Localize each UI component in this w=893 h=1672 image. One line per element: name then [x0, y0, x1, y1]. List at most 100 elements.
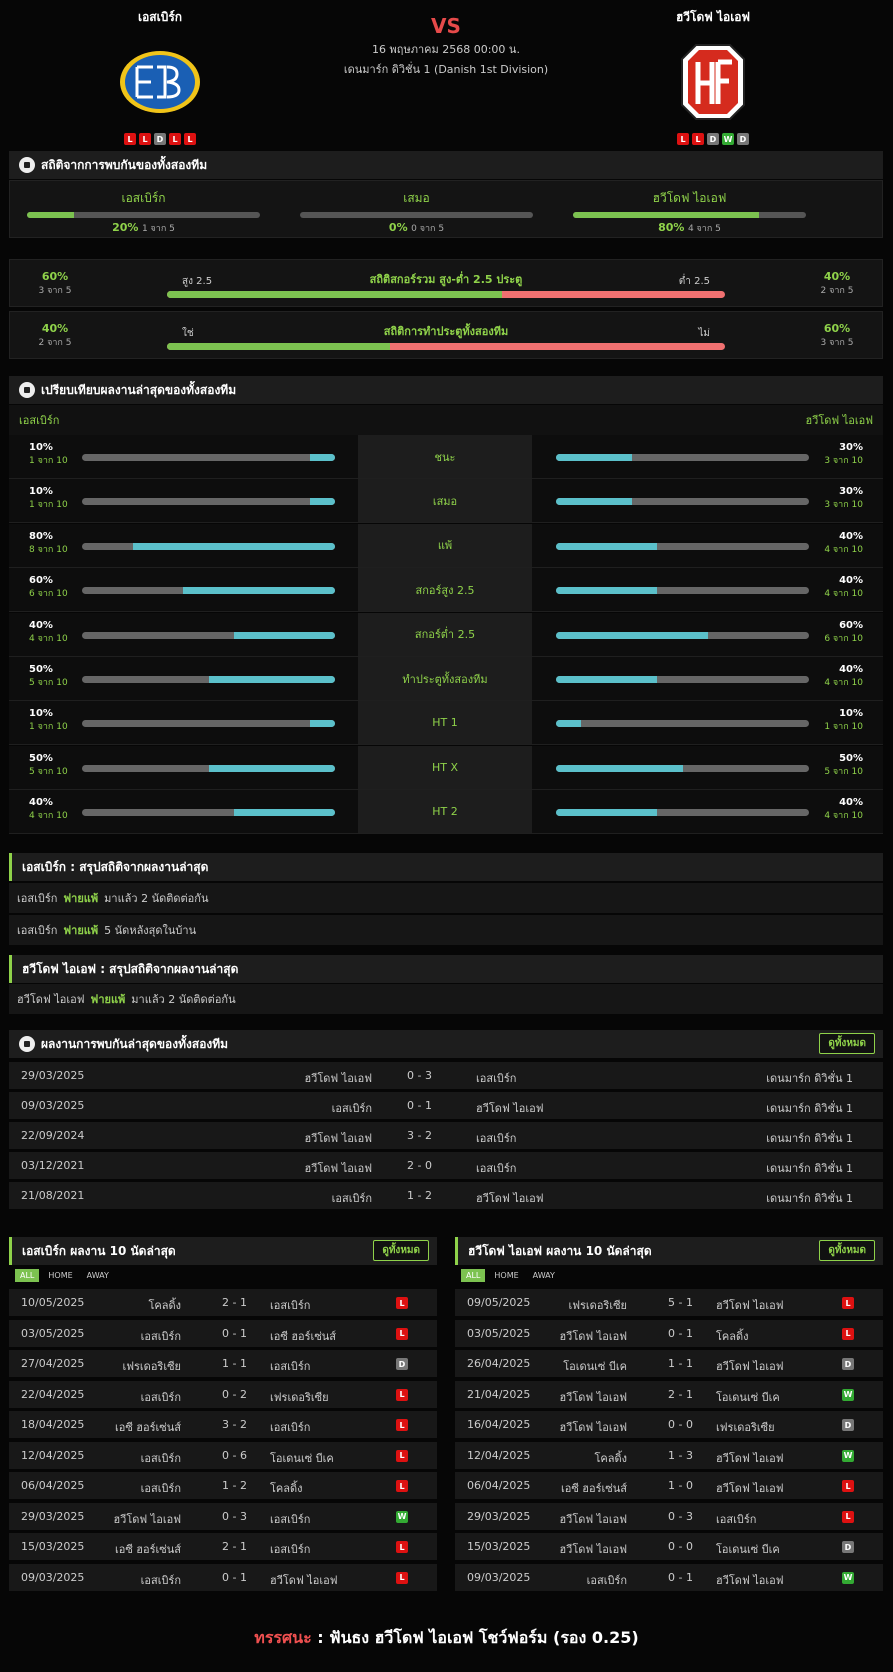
last-match-row[interactable]: 29/03/2025 ฮวีโดฟ ไอเอฟ 0 - 3 เอสเบิร์ก L	[455, 1502, 883, 1530]
h2h-draw-sub: 0 จาก 5	[411, 224, 445, 234]
match-score: 0 - 2	[222, 1387, 247, 1401]
btts-mid: ใช่ สถิติการทำประตูทั้งสองทีม ไม่	[167, 322, 725, 350]
match-away: เฟรเดอริเซีย	[270, 1390, 329, 1404]
compare-away-stat: 10% 1 จาก 10	[808, 708, 863, 733]
match-league: เดนมาร์ก ดิวิชั่น 1	[766, 1162, 853, 1175]
h2h-match-row[interactable]: 29/03/2025 ฮวีโดฟ ไอเอฟ 0 - 3 เอสเบิร์ก เดนม…	[9, 1062, 883, 1089]
compare-home-stat: 60% 6 จาก 10	[29, 575, 84, 600]
h2h-match-row[interactable]: 09/03/2025 เอสเบิร์ก 0 - 1 ฮวีโดฟ ไอเอฟ เดนม…	[9, 1092, 883, 1119]
last-match-row[interactable]: 22/04/2025 เอสเบิร์ก 0 - 2 เฟรเดอริเซีย L	[9, 1380, 437, 1408]
match-league: เดนมาร์ก ดิวิชั่น 1	[766, 1102, 853, 1115]
h2h-match-row[interactable]: 21/08/2021 เอสเบิร์ก 1 - 2 ฮวีโดฟ ไอเอฟ เดนม…	[9, 1182, 883, 1209]
compare-away-fill	[556, 498, 632, 506]
compare-away-sub: 4 จาก 10	[824, 544, 863, 555]
h2h-away-bar	[573, 212, 806, 218]
home-last10-title: เอสเบิร์ก ผลงาน 10 นัดล่าสุด ดูทั้งหมด	[9, 1237, 437, 1265]
away-view-all-button[interactable]: ดูทั้งหมด	[819, 1240, 875, 1261]
match-home: ฮวีโดฟ ไอเอฟ	[113, 1512, 181, 1526]
last-match-row[interactable]: 29/03/2025 ฮวีโดฟ ไอเอฟ 0 - 3 เอสเบิร์ก W	[9, 1502, 437, 1530]
h2h-view-all-button[interactable]: ดูทั้งหมด	[819, 1033, 875, 1054]
match-date: 21/04/2025	[467, 1387, 531, 1401]
compare-label: HT 2	[358, 790, 532, 834]
compare-away-bar	[556, 498, 809, 506]
btts-bar	[167, 343, 725, 350]
match-away: เอสเบิร์ก	[270, 1543, 311, 1556]
last-match-row[interactable]: 26/04/2025 โอเดนเซ่ บีเค 1 - 1 ฮวีโดฟ ไอเอฟ…	[455, 1350, 883, 1377]
last-match-row[interactable]: 09/03/2025 เอสเบิร์ก 0 - 1 ฮวีโดฟ ไอเอฟ L	[9, 1563, 437, 1591]
match-date: 15/03/2025	[467, 1540, 531, 1553]
last-match-row[interactable]: 15/03/2025 เอซี ฮอร์เซ่นส์ 2 - 1 เอสเบิร์ก L	[9, 1533, 437, 1560]
last-match-row[interactable]: 10/05/2025 โคลดิ้ง 2 - 1 เอสเบิร์ก L	[9, 1289, 437, 1316]
match-league: เดนมาร์ก ดิวิชั่น 1 (Danish 1st Division…	[343, 63, 549, 76]
h2h-match-row[interactable]: 22/09/2024 ฮวีโดฟ ไอเอฟ 3 - 2 เอสเบิร์ก เดนม…	[9, 1122, 883, 1149]
match-date: 03/05/2025	[467, 1326, 531, 1340]
last-match-row[interactable]: 27/04/2025 เฟรเดอริเซีย 1 - 1 เอสเบิร์ก D	[9, 1350, 437, 1377]
soccer-ball-icon	[19, 1036, 35, 1052]
last-match-row[interactable]: 09/05/2025 เฟรเดอริเซีย 5 - 1 ฮวีโดฟ ไอเอฟ L	[455, 1289, 883, 1316]
compare-away-fill	[556, 542, 658, 550]
compare-label: ชนะ	[358, 435, 532, 478]
result-badge: D	[396, 1358, 408, 1370]
match-home: ฮวีโดฟ ไอเอฟ	[559, 1543, 627, 1556]
last-match-row[interactable]: 12/04/2025 โคลดิ้ง 1 - 3 ฮวีโดฟ ไอเอฟ W	[455, 1441, 883, 1469]
tab-home[interactable]: HOME	[48, 1271, 73, 1280]
btts-left: 40% 2 จาก 5	[20, 322, 90, 349]
match-home: ฮวีโดฟ ไอเอฟ	[559, 1421, 627, 1434]
compare-home-fill	[309, 454, 335, 461]
section-title-text: สถิติจากการพบกันของทั้งสองทีม	[41, 157, 208, 172]
ou-bar	[167, 291, 725, 298]
last-match-row[interactable]: 06/04/2025 เอสเบิร์ก 1 - 2 โคลดิ้ง L	[9, 1472, 437, 1499]
tab-away[interactable]: AWAY	[86, 1271, 109, 1280]
compare-away-pct: 40%	[839, 797, 863, 809]
home-view-all-button[interactable]: ดูทั้งหมด	[373, 1240, 429, 1261]
compare-away-bar	[556, 587, 809, 595]
match-date: 15/03/2025	[21, 1540, 85, 1553]
match-score: 2 - 1	[222, 1296, 247, 1309]
h2h-away-sub: 4 จาก 5	[687, 224, 721, 234]
last-match-row[interactable]: 12/04/2025 เอสเบิร์ก 0 - 6 โอเดนเซ่ บีเค L	[9, 1441, 437, 1469]
compare-home-stat: 80% 8 จาก 10	[29, 531, 84, 556]
match-score: 0 - 1	[222, 1570, 247, 1584]
match-home: โคลดิ้ง	[148, 1299, 181, 1312]
match-date: 21/08/2021	[21, 1189, 85, 1202]
match-away: โอเดนเซ่ บีเค	[716, 1543, 780, 1556]
last-match-row[interactable]: 03/05/2025 เอสเบิร์ก 0 - 1 เอซี ฮอร์เซ่นส์ L	[9, 1319, 437, 1347]
match-home: ฮวีโดฟ ไอเอฟ	[304, 1162, 372, 1175]
result-badge: W	[842, 1388, 854, 1401]
h2h-home-sub: 1 จาก 5	[141, 224, 175, 234]
match-date: 09/03/2025	[467, 1570, 531, 1584]
result-badge: L	[396, 1449, 408, 1462]
h2h-match-row[interactable]: 03/12/2021 ฮวีโดฟ ไอเอฟ 2 - 0 เอสเบิร์ก เดนม…	[9, 1152, 883, 1179]
last-match-row[interactable]: 18/04/2025 เอซี ฮอร์เซ่นส์ 3 - 2 เอสเบิร์ก L	[9, 1411, 437, 1438]
form-badge: D	[154, 133, 166, 145]
match-away: เฟรเดอริเซีย	[716, 1421, 775, 1434]
summary-text: มาแล้ว 2 นัดติดต่อกัน	[131, 993, 236, 1006]
compare-away-sub: 4 จาก 10	[824, 678, 863, 688]
last-match-row[interactable]: 16/04/2025 ฮวีโดฟ ไอเอฟ 0 - 0 เฟรเดอริเซีย D	[455, 1411, 883, 1438]
match-date: 10/05/2025	[21, 1296, 85, 1309]
match-away: เอสเบิร์ก	[270, 1512, 311, 1526]
tab-home[interactable]: HOME	[494, 1271, 519, 1280]
result-badge: W	[842, 1449, 854, 1462]
result-badge: L	[396, 1480, 408, 1492]
ou-right: 40% 2 จาก 5	[802, 270, 872, 297]
ou-over-label: สูง 2.5	[182, 276, 213, 287]
last-match-row[interactable]: 09/03/2025 เอสเบิร์ก 0 - 1 ฮวีโดฟ ไอเอฟ W	[455, 1563, 883, 1591]
match-away: เอสเบิร์ก	[270, 1360, 311, 1373]
match-home: เอสเบิร์ก	[140, 1573, 181, 1587]
tab-all[interactable]: ALL	[461, 1269, 486, 1282]
tab-all[interactable]: ALL	[15, 1269, 40, 1282]
match-home: เฟรเดอริเซีย	[122, 1360, 181, 1373]
last-match-row[interactable]: 15/03/2025 ฮวีโดฟ ไอเอฟ 0 - 0 โอเดนเซ่ บีเค…	[455, 1533, 883, 1560]
last-match-row[interactable]: 06/04/2025 เอซี ฮอร์เซ่นส์ 1 - 0 ฮวีโดฟ ไอเ…	[455, 1472, 883, 1499]
last-match-row[interactable]: 03/05/2025 ฮวีโดฟ ไอเอฟ 0 - 1 โคลดิ้ง L	[455, 1319, 883, 1347]
compare-home-sub: 6 จาก 10	[29, 589, 68, 600]
match-date: 26/04/2025	[467, 1357, 531, 1370]
panel-title-text: ฮวีโดฟ ไอเอฟ ผลงาน 10 นัดล่าสุด	[468, 1243, 652, 1258]
match-home: เอซี ฮอร์เซ่นส์	[114, 1543, 181, 1556]
h2h-away-label: ฮวีโดฟ ไอเอฟ	[652, 191, 727, 205]
tab-away[interactable]: AWAY	[532, 1271, 555, 1280]
match-score: 1 - 1	[668, 1357, 693, 1370]
last-match-row[interactable]: 21/04/2025 ฮวีโดฟ ไอเอฟ 2 - 1 โอเดนเซ่ บีเค…	[455, 1380, 883, 1408]
